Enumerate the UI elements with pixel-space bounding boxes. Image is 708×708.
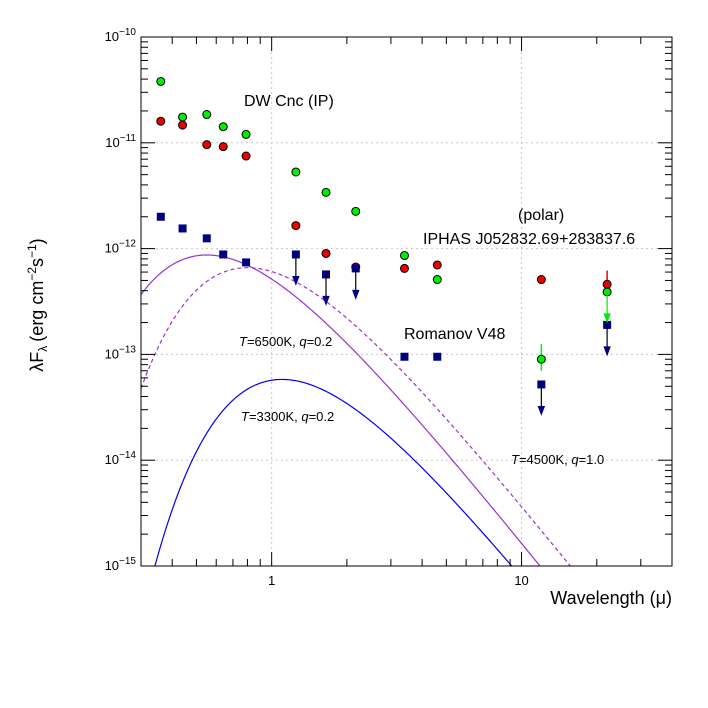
y-tick-label-exp: −10 bbox=[119, 27, 136, 38]
y-tick-label: 10−13 bbox=[105, 344, 137, 361]
annotation-t3300-T: T bbox=[241, 409, 250, 424]
y-tick-label-exp: −14 bbox=[119, 450, 136, 461]
axis-ticks bbox=[140, 36, 673, 567]
data-point-circle bbox=[602, 279, 612, 289]
x-tick-label: 1 bbox=[268, 573, 275, 588]
y-tick-label: 10−14 bbox=[105, 450, 137, 467]
annotation-dw-cnc: DW Cnc (IP) bbox=[244, 93, 334, 110]
y-axis-title-units: (erg cm bbox=[27, 281, 47, 342]
data-point-circle bbox=[399, 251, 409, 261]
upper-limit-arrow-head bbox=[537, 405, 546, 416]
y-axis-title-exp1: −2 bbox=[25, 267, 39, 281]
y-axis-title-exp2: −1 bbox=[25, 244, 39, 258]
x-axis-title: Wavelength (μ) bbox=[550, 588, 672, 608]
y-axis-title-s: s bbox=[27, 258, 47, 267]
data-point-circle bbox=[536, 354, 546, 364]
data-point-square bbox=[242, 258, 251, 267]
data-point-square bbox=[433, 352, 442, 361]
x-tick-label: 10 bbox=[514, 573, 528, 588]
y-tick-label-base: 10 bbox=[105, 346, 119, 361]
upper-limit-arrow-head bbox=[352, 289, 360, 300]
data-point-circle bbox=[178, 120, 188, 130]
annotation-polar: (polar) bbox=[518, 207, 564, 224]
annotation-t4500-q: q bbox=[571, 452, 579, 467]
y-tick-label-base: 10 bbox=[105, 29, 119, 44]
upper-limit-arrows bbox=[292, 254, 611, 416]
data-point-circle bbox=[432, 275, 442, 285]
y-tick-label-exp: −11 bbox=[120, 133, 137, 144]
y-tick-label-base: 10 bbox=[105, 452, 119, 467]
data-point-circle bbox=[351, 206, 361, 216]
data-point-circle bbox=[202, 140, 212, 150]
y-tick-label-base: 10 bbox=[105, 558, 119, 573]
y-axis-title-main: λF bbox=[27, 352, 47, 372]
annotation-iphas: IPHAS J052832.69+283837.6 bbox=[423, 231, 635, 248]
model-curve bbox=[154, 378, 513, 566]
annotation-t4500-T: T bbox=[511, 452, 520, 467]
model-curve bbox=[141, 267, 572, 566]
data-point-circle bbox=[218, 122, 228, 132]
upper-limit-arrow-head bbox=[322, 295, 330, 306]
upper-limit-arrow-head bbox=[603, 346, 611, 357]
data-point-circle bbox=[291, 167, 301, 177]
data-point-square bbox=[156, 212, 165, 221]
annotation-t3300: T=3300K, q=0.2 bbox=[241, 409, 334, 424]
data-point-circle bbox=[432, 260, 442, 270]
annotation-t3300-end: =0.2 bbox=[309, 409, 335, 424]
y-tick-label-exp: −12 bbox=[119, 239, 136, 250]
plot-frame bbox=[140, 36, 673, 567]
data-point-circle bbox=[178, 112, 188, 122]
annotation-t4500-end: =1.0 bbox=[579, 452, 605, 467]
data-point-circle bbox=[218, 142, 228, 152]
annotation-t6500-q: q bbox=[299, 334, 307, 349]
y-tick-label-base: 10 bbox=[105, 135, 119, 150]
data-point-circle bbox=[241, 151, 251, 161]
y-tick-label: 10−11 bbox=[105, 133, 136, 150]
annotation-t6500-end: =0.2 bbox=[307, 334, 333, 349]
annotation-t3300-q: q bbox=[301, 409, 309, 424]
data-point-square bbox=[202, 234, 211, 243]
annotation-t3300-mid: =3300K, bbox=[249, 409, 301, 424]
data-point-circle bbox=[291, 221, 301, 231]
annotation-t6500-mid: =6500K, bbox=[247, 334, 299, 349]
data-point-circle bbox=[241, 129, 251, 139]
annotation-t6500: T=6500K, q=0.2 bbox=[239, 334, 332, 349]
data-point-square bbox=[219, 250, 228, 259]
y-axis-title-sub: λ bbox=[36, 346, 50, 352]
data-point-square bbox=[178, 224, 187, 233]
y-axis-title-close: ) bbox=[27, 238, 47, 244]
data-point-circle bbox=[156, 76, 166, 86]
y-tick-label: 10−15 bbox=[105, 556, 137, 573]
y-axis-title: λFλ (erg cm−2s−1) bbox=[25, 238, 50, 371]
data-point-circle bbox=[202, 110, 212, 120]
y-tick-label: 10−12 bbox=[105, 239, 137, 256]
y-tick-label: 10−10 bbox=[105, 27, 137, 44]
annotation-t6500-T: T bbox=[239, 334, 248, 349]
data-point-circle bbox=[321, 248, 331, 258]
y-tick-label-base: 10 bbox=[105, 241, 119, 256]
model-curves bbox=[141, 254, 572, 566]
data-point-circle bbox=[156, 116, 166, 126]
model-curve bbox=[141, 254, 541, 566]
annotation-t4500: T=4500K, q=1.0 bbox=[511, 452, 604, 467]
data-point-circle bbox=[321, 187, 331, 197]
data-point-circle bbox=[399, 263, 409, 273]
y-tick-label-exp: −13 bbox=[119, 344, 136, 355]
y-tick-label-exp: −15 bbox=[119, 556, 136, 567]
data-point-square bbox=[400, 352, 409, 361]
data-point-circle bbox=[536, 275, 546, 285]
annotation-t4500-mid: =4500K, bbox=[519, 452, 571, 467]
upper-limit-arrow-head bbox=[603, 313, 611, 324]
annotation-romanov: Romanov V48 bbox=[404, 326, 505, 343]
upper-limit-arrow-head bbox=[292, 275, 300, 286]
